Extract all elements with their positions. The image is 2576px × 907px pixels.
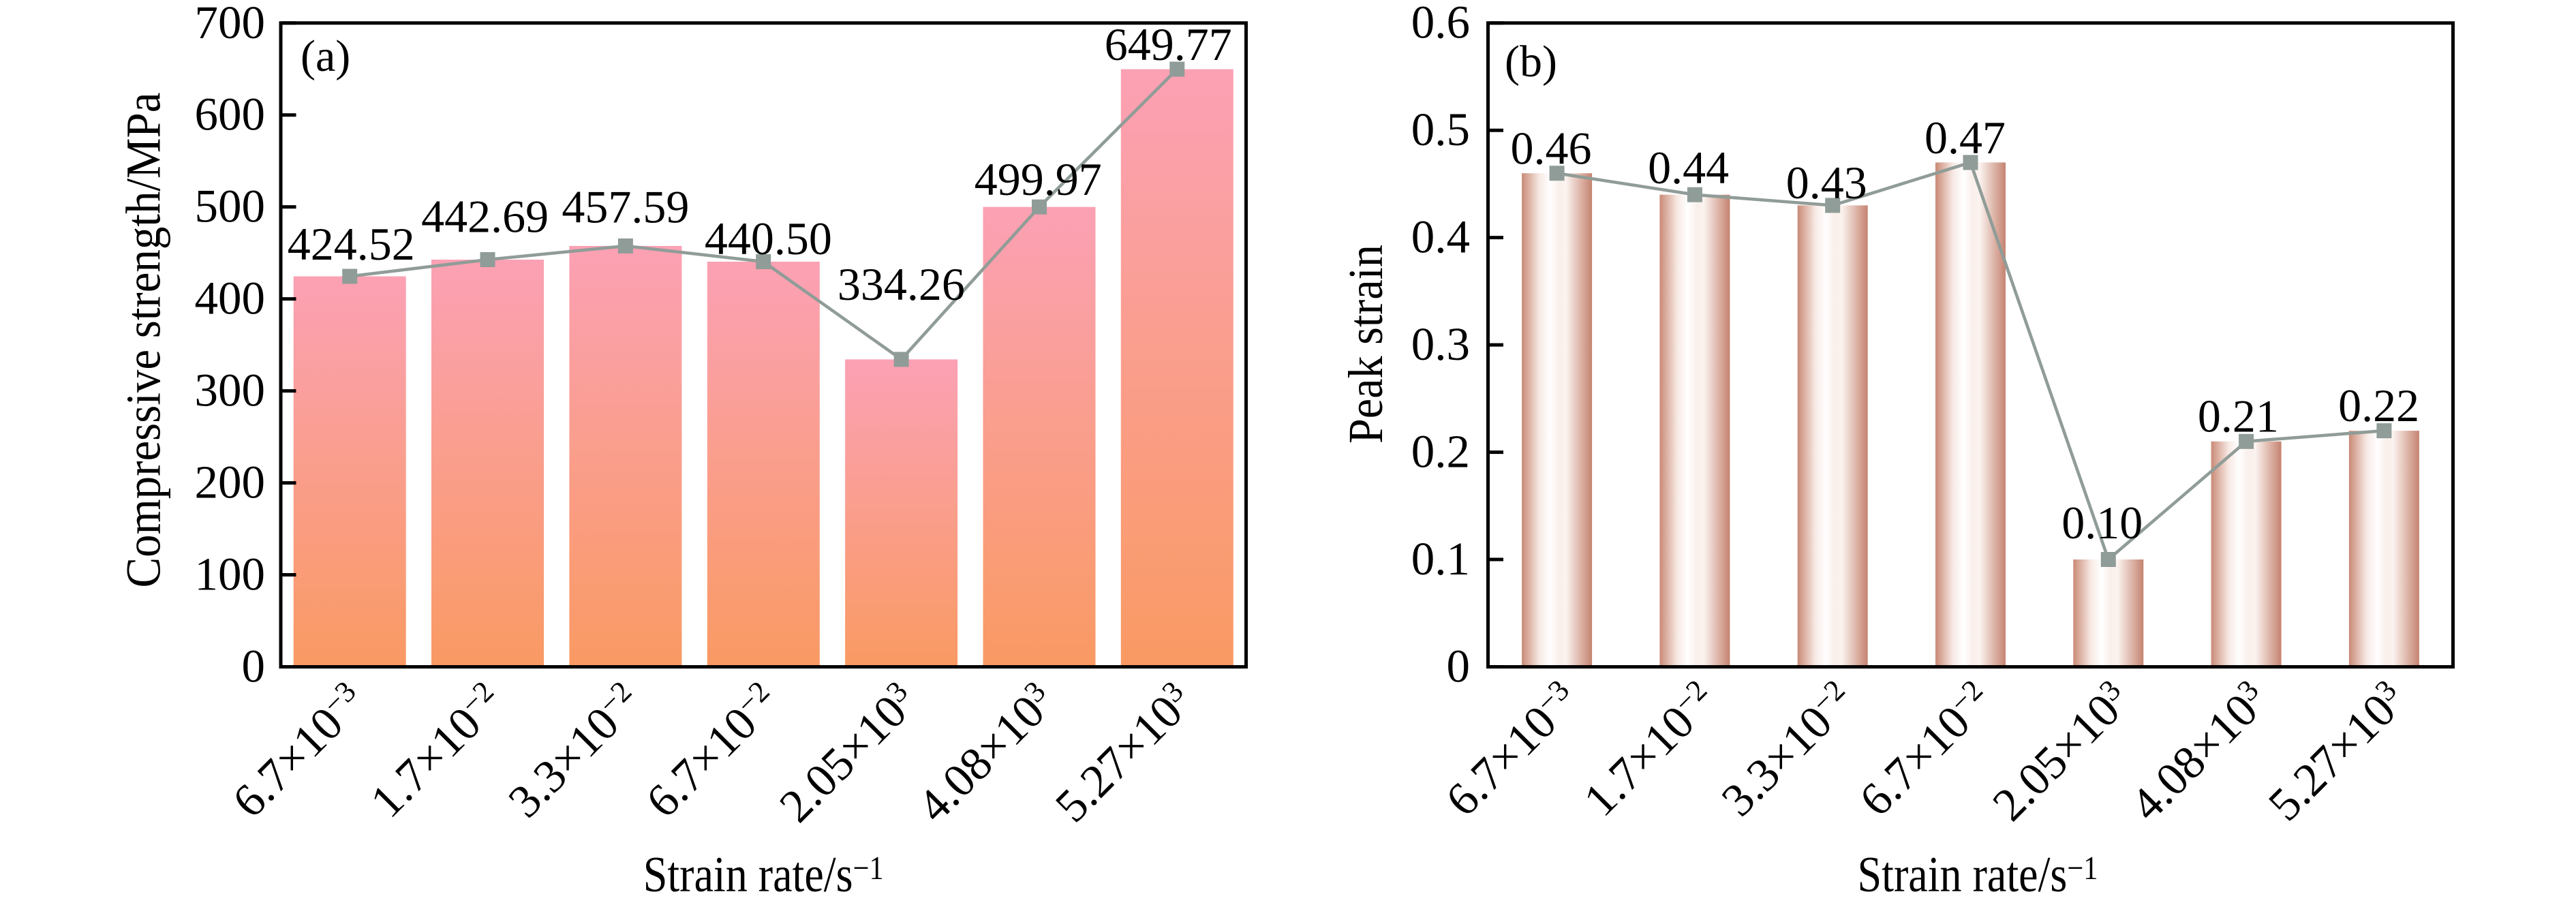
svg-text:(b): (b) — [1505, 37, 1557, 87]
svg-text:400: 400 — [195, 273, 266, 324]
svg-text:0.10: 0.10 — [2061, 497, 2143, 549]
svg-text:0.1: 0.1 — [1411, 533, 1470, 585]
svg-text:0.21: 0.21 — [2198, 390, 2279, 442]
svg-text:0.46: 0.46 — [1511, 123, 1592, 174]
svg-text:440.50: 440.50 — [705, 213, 832, 264]
svg-text:100: 100 — [195, 549, 266, 600]
svg-text:0.6: 0.6 — [1411, 0, 1470, 48]
svg-text:Peak strain: Peak strain — [1338, 245, 1393, 444]
svg-text:(a): (a) — [301, 31, 350, 81]
svg-text:0.4: 0.4 — [1411, 211, 1470, 263]
svg-text:600: 600 — [195, 89, 266, 140]
svg-text:200: 200 — [195, 457, 266, 508]
svg-text:0.2: 0.2 — [1411, 426, 1470, 478]
svg-text:424.52: 424.52 — [288, 218, 415, 270]
svg-text:0.5: 0.5 — [1411, 104, 1470, 155]
svg-text:442.69: 442.69 — [421, 191, 549, 243]
svg-text:0.47: 0.47 — [1925, 112, 2006, 164]
svg-text:0.43: 0.43 — [1786, 157, 1867, 209]
svg-text:499.97: 499.97 — [975, 153, 1102, 205]
svg-text:334.26: 334.26 — [838, 258, 965, 310]
svg-text:649.77: 649.77 — [1105, 18, 1232, 70]
svg-text:0.44: 0.44 — [1648, 142, 1729, 194]
svg-text:0.22: 0.22 — [2338, 380, 2419, 431]
svg-text:Strain rate/s−1: Strain rate/s−1 — [643, 847, 884, 903]
svg-text:Strain rate/s−1: Strain rate/s−1 — [1858, 847, 2098, 903]
svg-text:700: 700 — [195, 0, 266, 48]
svg-text:0.3: 0.3 — [1411, 318, 1470, 370]
svg-text:500: 500 — [195, 181, 266, 232]
svg-text:300: 300 — [195, 365, 266, 416]
svg-text:Compressive strength/MPa: Compressive strength/MPa — [117, 93, 171, 588]
svg-text:0: 0 — [1447, 641, 1471, 692]
svg-text:0: 0 — [242, 641, 266, 692]
svg-text:457.59: 457.59 — [562, 181, 689, 233]
